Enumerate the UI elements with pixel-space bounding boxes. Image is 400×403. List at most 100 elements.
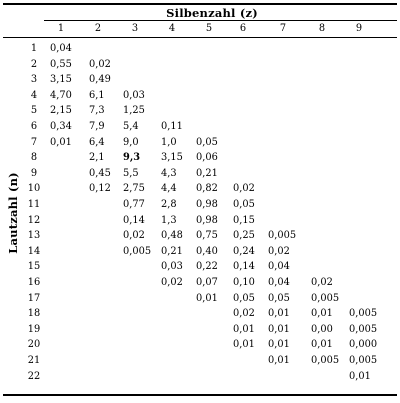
table-cell: 0,005 [311,355,340,366]
table-cell: 4,4 [161,183,177,195]
row-header: 5 [30,105,38,117]
row-header: 22 [27,370,41,382]
row-header: 19 [27,323,41,335]
table-cell: 0,005 [349,355,378,366]
row-header: 15 [27,261,41,273]
row-header: 8 [30,152,38,164]
table-cell: 7,3 [89,105,105,117]
table-row: 11 0,77 2,8 0,98 0,05 [3,200,397,216]
table-cell: 0,01 [311,339,333,351]
column-header: 2 [94,23,102,34]
column-header: 5 [205,23,213,34]
table-cell: 6,4 [89,136,105,148]
table-cell: 9,0 [123,136,139,148]
table-cell: 0,77 [123,199,145,210]
table-cell: 0,00 [311,323,333,335]
table-row: 19 0,01 0,01 0,00 0,005 [3,323,397,341]
table-row: 17 0,01 0,05 0,05 0,005 [3,292,397,310]
table-cell: 0,11 [161,121,183,132]
table-cell: 0,005 [123,245,152,257]
table-row: 3 3,15 0,49 [3,75,397,91]
table-cell: 4,3 [161,167,177,179]
table-cell: 0,01 [50,136,72,148]
table-cell: 0,06 [196,152,218,164]
table-row: 9 0,45 5,5 4,3 0,21 [3,167,397,185]
row-header: 9 [30,167,38,179]
table-cell: 0,01 [233,339,255,351]
table-cell: 0,07 [196,277,218,288]
table-cell: 0,21 [161,245,183,257]
table-cell: 0,01 [349,370,371,382]
table-row: 8 2,1 9,3 3,15 0,06 [3,153,397,169]
table-cell: 0,005 [349,323,378,335]
table-cell: 0,25 [233,230,255,242]
table-cell: 0,98 [196,214,218,226]
table-cell: 0,02 [233,183,255,195]
table-cell: 7,9 [89,121,105,132]
table-cell: 0,45 [89,167,111,179]
table-row: 14 0,005 0,21 0,40 0,24 0,02 [3,245,397,263]
table-cell: 0,01 [268,355,290,366]
table-cell: 0,005 [349,308,378,320]
table-cell: 0,49 [89,74,111,86]
table-cell: 2,75 [123,183,145,195]
table-cell: 0,02 [123,230,145,242]
table-cell: 0,22 [196,261,218,273]
table-cell: 0,02 [161,277,183,288]
table-cell: 6,1 [89,89,105,101]
table-cell: 0,04 [268,277,290,288]
table-cell: 0,40 [196,245,218,257]
row-header: 1 [30,43,38,54]
table-cell: 0,02 [311,277,333,288]
table-cell: 5,4 [123,121,139,132]
row-header: 10 [27,183,41,195]
table-cell: 1,25 [123,105,145,117]
bottom-rule [3,394,397,396]
table-cell: 3,15 [161,152,183,164]
column-header-row: 1 2 3 4 5 6 7 8 9 [3,21,397,37]
table-cell: 0,01 [311,308,333,320]
table-cell: 5,5 [123,167,139,179]
table-cell: 0,12 [89,183,111,195]
row-header: 20 [27,339,41,351]
table-cell: 0,55 [50,58,72,70]
column-group-header: Silbenzahl (z) [3,5,397,20]
table-cell: 0,03 [123,89,145,101]
table-row: 1 0,04 [3,44,397,60]
table-cell: 0,04 [268,261,290,273]
table-cell: 3,15 [50,74,72,86]
table-cell: 0,01 [268,323,290,335]
table-row: 4 4,70 6,1 0,03 [3,89,397,107]
table-cell: 2,15 [50,105,72,117]
table-cell: 2,1 [89,152,105,164]
column-header: 9 [355,23,363,34]
row-header: 2 [30,58,38,70]
column-group-label: Silbenzahl (z) [166,6,258,20]
table-cell: 0,15 [233,214,255,226]
table-cell: 0,05 [268,292,290,304]
table-row: 12 0,14 1,3 0,98 0,15 [3,214,397,232]
column-header: 6 [239,23,247,34]
table-cell: 0,34 [50,121,72,132]
table-body: Lautzahl (n) 1 0,04 2 0,55 0,02 3 3,15 0,49 4 4,7… [3,38,397,394]
column-header: 8 [318,23,326,34]
table-row: 6 0,34 7,9 5,4 0,11 [3,122,397,138]
table-row: 2 0,55 0,02 [3,58,397,76]
row-header: 14 [27,245,41,257]
row-header: 7 [30,136,38,148]
table-cell: 0,02 [233,308,255,320]
table-row: 22 0,01 [3,370,397,388]
table-cell: 0,04 [50,43,72,54]
table-row: 16 0,02 0,07 0,10 0,04 0,02 [3,278,397,294]
table-row: 13 0,02 0,48 0,75 0,25 0,005 [3,231,397,247]
row-header: 12 [27,214,41,226]
table-row: 7 0,01 6,4 9,0 1,0 0,05 [3,136,397,154]
table-row: 20 0,01 0,01 0,01 0,000 [3,340,397,356]
table-cell: 0,02 [89,58,111,70]
table-cell: 0,01 [233,323,255,335]
table-cell: 0,02 [268,245,290,257]
row-header: 3 [30,74,38,86]
row-header: 11 [27,199,41,210]
row-header: 17 [27,292,41,304]
table-cell: 0,14 [233,261,255,273]
